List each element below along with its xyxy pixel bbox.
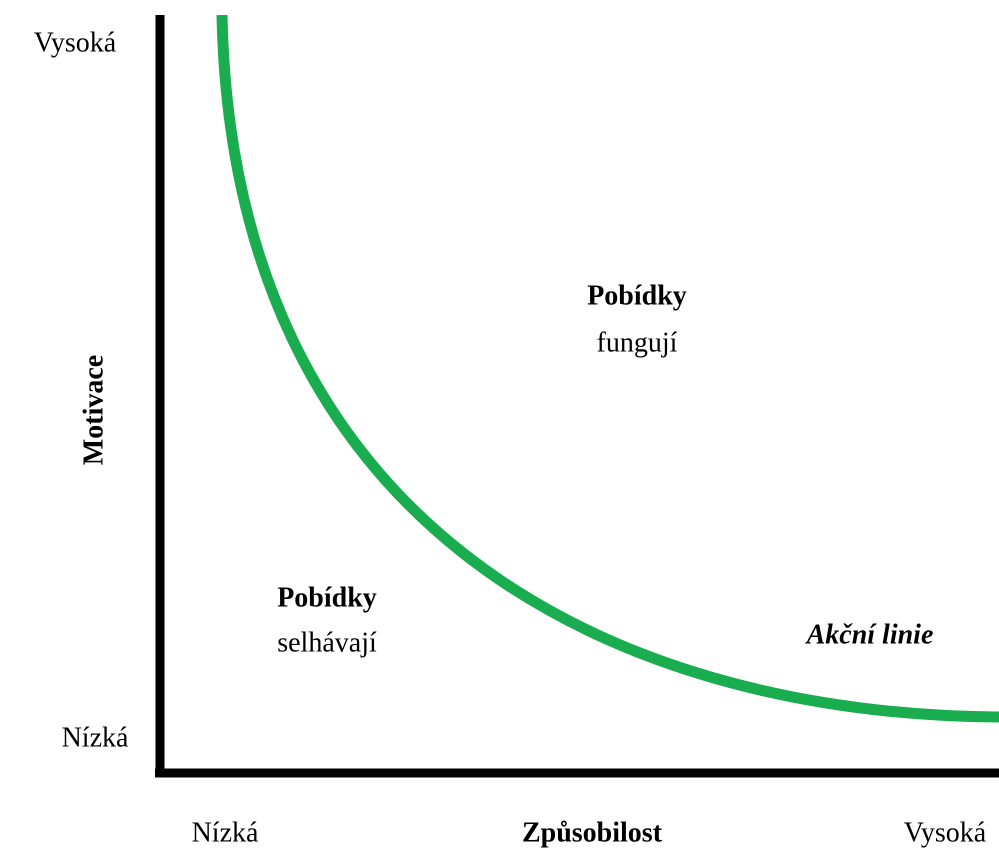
region-text: fungují: [597, 327, 678, 358]
region-title: Pobídky: [277, 582, 377, 613]
x-axis-label: Způsobilost: [522, 817, 663, 848]
region-title: Pobídky: [587, 280, 687, 311]
region-text: selhávají: [277, 627, 377, 658]
x-low-label: Nízká: [192, 817, 259, 848]
curve-label: Akční linie: [805, 619, 934, 650]
action-line: [216, 14, 999, 723]
x-high-label: Vysoká: [904, 817, 987, 848]
y-axis-label: Motivace: [78, 355, 109, 465]
y-high-label: Vysoká: [34, 27, 117, 58]
y-low-label: Nízká: [62, 722, 129, 753]
